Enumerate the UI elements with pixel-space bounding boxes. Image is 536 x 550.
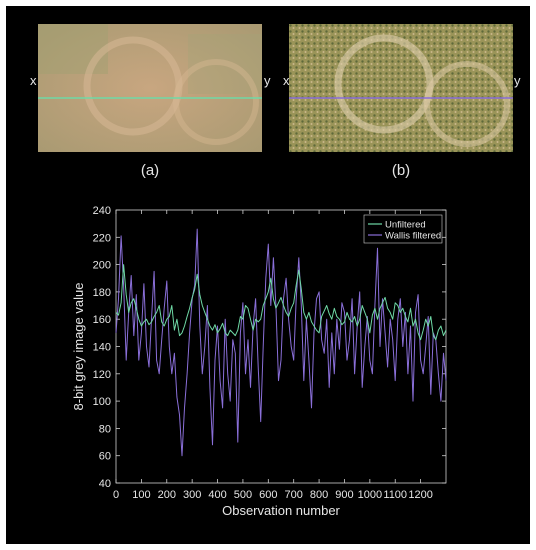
x-tick-label: 800: [310, 489, 328, 501]
aerial-photo-unfiltered: [38, 24, 262, 152]
y-axis-label: 8-bit grey image value: [71, 283, 86, 411]
panel-label-b: (b): [391, 162, 411, 179]
transect-start-label-b: x: [283, 73, 290, 88]
x-tick-label: 300: [183, 489, 201, 501]
line-chart: 0 100 200 300 400 500 600 700 800 900 1000 1100 1200…: [71, 205, 447, 518]
y-tick-label: 140: [93, 342, 111, 354]
transect-end-label-a: y: [264, 73, 271, 88]
y-tick-label: 120: [93, 369, 111, 381]
y-tick-label: 240: [93, 205, 111, 217]
x-tick-label: 500: [234, 489, 252, 501]
transect-start-label-a: x: [30, 73, 37, 88]
y-tick-label: 40: [99, 478, 111, 490]
legend-entry: Unfiltered: [385, 220, 426, 231]
x-tick-label: 1000: [358, 489, 382, 501]
aerial-photo-wallis-filtered: [289, 24, 513, 152]
y-tick-label: 80: [99, 423, 111, 435]
legend-box: [363, 214, 443, 244]
series-line-wallis-filtered: [115, 228, 447, 457]
panel-label-a: (a): [140, 162, 160, 179]
x-tick-label: 0: [113, 489, 119, 501]
y-tick-label: 60: [99, 451, 111, 463]
x-tick-label: 700: [285, 489, 303, 501]
x-tick-label: 900: [335, 489, 353, 501]
y-tick-label: 220: [93, 232, 111, 244]
y-tick-label: 200: [93, 260, 111, 272]
x-tick-label: 100: [132, 489, 150, 501]
legend-entry: Wallis filtered: [385, 231, 441, 242]
x-tick-label: 1100: [383, 489, 407, 501]
x-tick-label: 400: [208, 489, 226, 501]
x-axis-label: Observation number: [222, 503, 340, 518]
transect-end-label-b: y: [514, 73, 521, 88]
figure: x y (a) x y (b) 0 100 200 300 400 500 600 700 80…: [6, 6, 530, 544]
series-line-unfiltered: [115, 264, 447, 341]
x-tick-label: 1200: [408, 489, 432, 501]
y-tick-label: 160: [93, 314, 111, 326]
y-tick-label: 180: [93, 287, 111, 299]
x-tick-label: 200: [158, 489, 176, 501]
x-tick-label: 600: [259, 489, 277, 501]
y-tick-label: 100: [93, 396, 111, 408]
